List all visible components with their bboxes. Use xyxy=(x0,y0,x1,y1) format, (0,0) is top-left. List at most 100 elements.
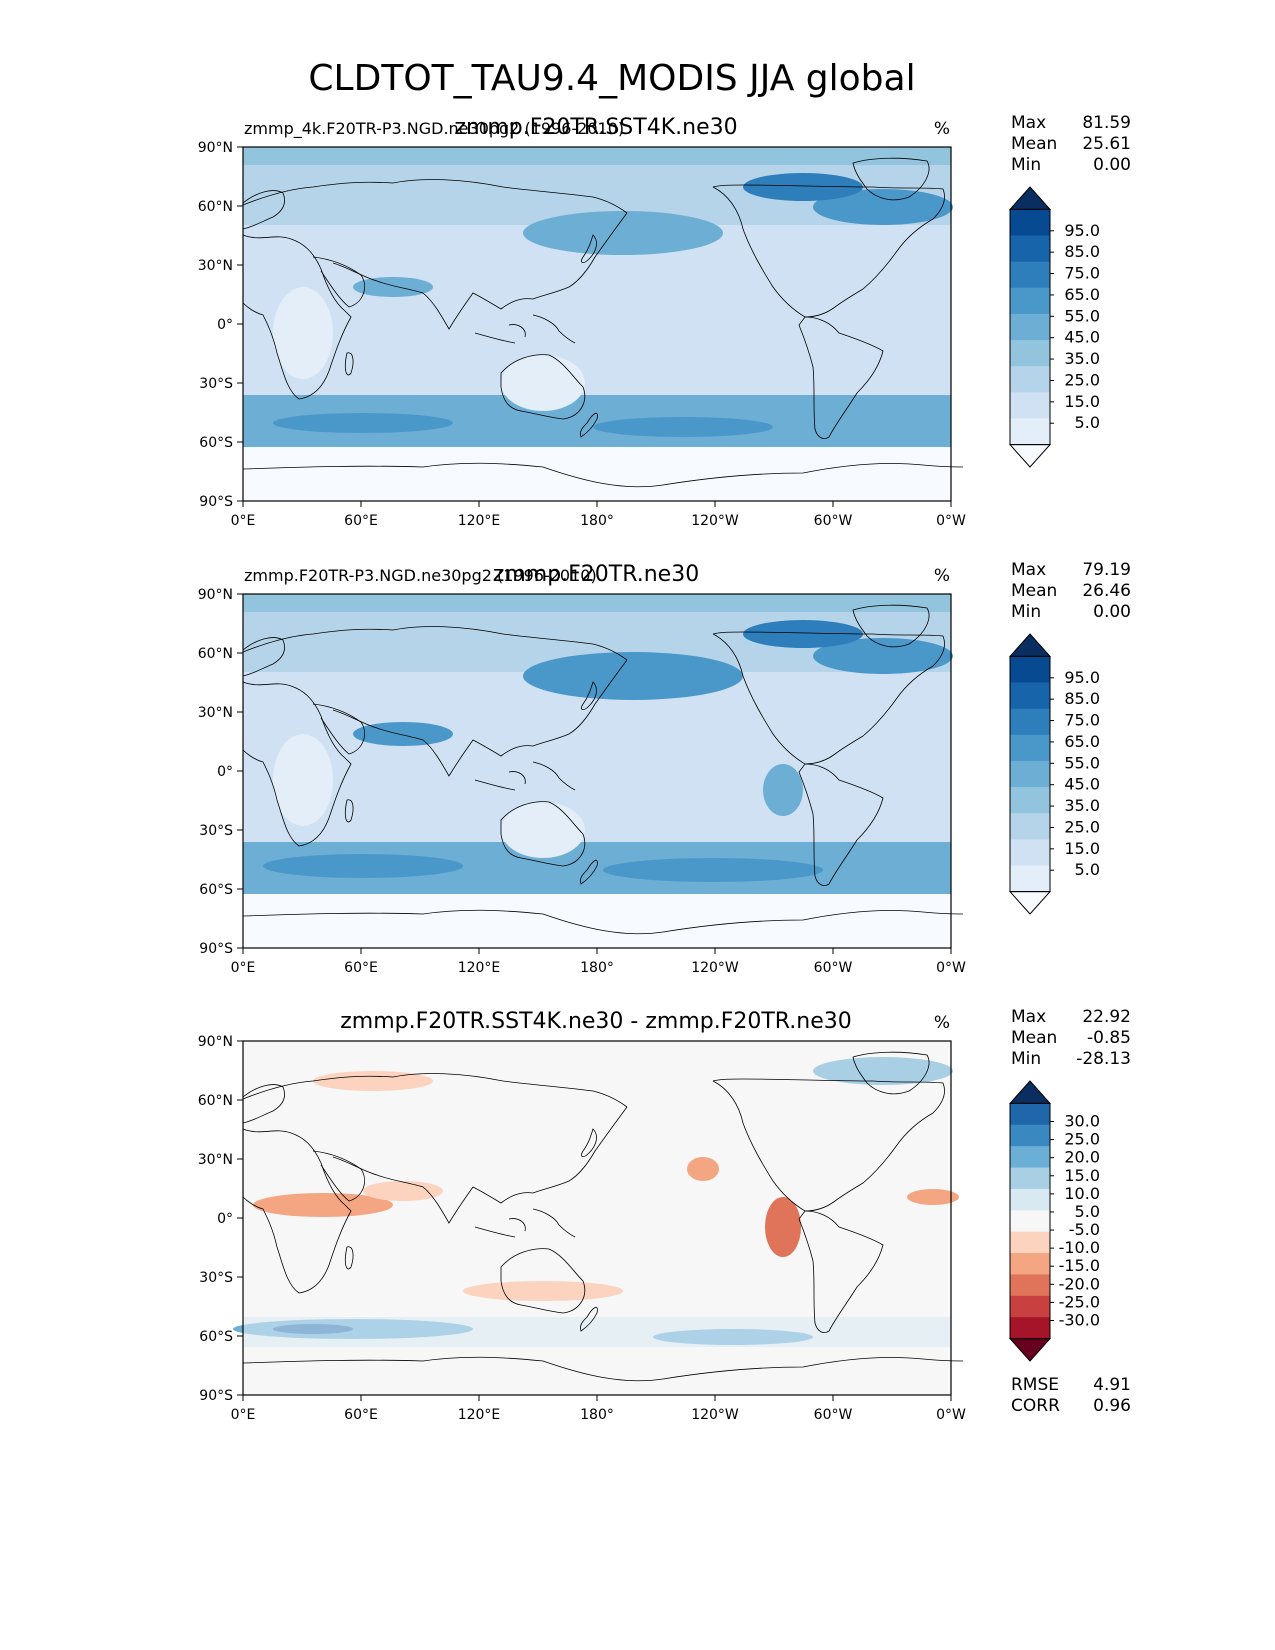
cloud-patch-south-pacific xyxy=(603,858,823,882)
colorbar-tick-label: 95.0 xyxy=(1064,668,1100,687)
colorbar-tick-label: 95.0 xyxy=(1064,221,1100,240)
lon-tick-label: 60°E xyxy=(344,513,378,529)
stat-label: Min xyxy=(1011,602,1041,622)
diff-patch-sahel xyxy=(253,1193,393,1217)
colorbar-tick-label: 45.0 xyxy=(1064,775,1100,794)
lon-tick-label: 0°W xyxy=(936,960,966,976)
colorbar-segment xyxy=(1010,261,1050,289)
cloud-band-tropics xyxy=(243,752,951,802)
lat-tick-label: 0° xyxy=(217,764,233,780)
land-patch-africa xyxy=(273,734,333,826)
colorbar-segment xyxy=(1010,1317,1050,1340)
cloud-patch-canadian-arctic xyxy=(743,173,863,201)
colorbar-tick-label: 55.0 xyxy=(1064,306,1100,325)
colorbar-segment xyxy=(1010,1295,1050,1318)
colorbar-tick-label: 25.0 xyxy=(1064,370,1100,389)
lat-tick-label: 90°N xyxy=(198,140,233,156)
colorbar-segment xyxy=(1010,1124,1050,1147)
lon-tick-label: 120°E xyxy=(458,960,501,976)
colorbar-segment xyxy=(1010,813,1050,840)
colorbar-segment xyxy=(1010,1210,1050,1233)
colorbar-segment xyxy=(1010,1231,1050,1254)
colorbar-tick-label: 30.0 xyxy=(1064,1111,1100,1130)
colorbar-tick-label: 15.0 xyxy=(1064,392,1100,411)
lat-tick-label: 90°N xyxy=(198,587,233,603)
lon-tick-label: 120°W xyxy=(691,1407,739,1423)
colorbar-segment xyxy=(1010,366,1050,393)
land-patch-africa xyxy=(273,287,333,379)
colorbar-extend-min xyxy=(1008,891,1052,915)
stat-label: Mean xyxy=(1011,581,1057,601)
stat-value: 4.91 xyxy=(1093,1375,1131,1395)
colorbar-extend-max xyxy=(1008,1080,1052,1104)
panel-3-colorbar: 30.025.020.015.010.05.0-5.0-10.0-15.0-20… xyxy=(1008,1080,1100,1362)
colorbar-segment xyxy=(1010,656,1050,684)
diff-patch-south-australia xyxy=(463,1281,623,1301)
cloud-band-subtropics-south xyxy=(243,355,951,395)
stat-value: 79.19 xyxy=(1082,560,1131,580)
lat-tick-label: 60°N xyxy=(198,646,233,662)
colorbar-tick-label: -5.0 xyxy=(1069,1220,1100,1239)
lon-tick-label: 120°E xyxy=(458,1407,501,1423)
panel-1: zmmp_4k.F20TR-P3.NGD.ne30pg2 (1996-2010)… xyxy=(198,113,1131,529)
diff-patch-greenland xyxy=(813,1057,953,1085)
panel-2-colorbar: 95.0 85.0 75.0 65.0 55.0 45.0 35.0 25.0 15.0 5.0 xyxy=(1008,633,1100,915)
colorbar-segment xyxy=(1010,287,1050,315)
lat-tick-label: 30°N xyxy=(198,705,233,721)
panel-3-lat-axis: 90°N 60°N 30°N 0° 30°S 60°S 90°S xyxy=(198,1034,243,1404)
lat-tick-label: 90°N xyxy=(198,1034,233,1050)
panel-1-colorbar: 95.0 85.0 75.0 65.0 55.0 45.0 35.0 25.0 15.0 5.0 xyxy=(1008,186,1100,468)
cloud-band-subtropics-south xyxy=(243,802,951,842)
panel-3-extra-stats: RMSE 4.91 CORR 0.96 xyxy=(1011,1375,1131,1416)
colorbar-segment xyxy=(1010,392,1050,419)
colorbar-tick-label: 15.0 xyxy=(1064,839,1100,858)
colorbar-segment xyxy=(1010,682,1050,710)
stat-label: Mean xyxy=(1011,1028,1057,1048)
stat-value: -28.13 xyxy=(1076,1049,1131,1069)
colorbar-tick-label: -10.0 xyxy=(1059,1238,1100,1257)
stat-label: CORR xyxy=(1011,1396,1060,1416)
panel-2: zmmp.F20TR-P3.NGD.ne30pg2 (1996-2010) zm… xyxy=(198,560,1131,976)
lat-tick-label: 60°S xyxy=(199,435,233,451)
lon-tick-label: 180° xyxy=(580,1407,614,1423)
stat-value: 0.96 xyxy=(1093,1396,1131,1416)
diff-patch-india xyxy=(363,1181,443,1201)
panel-2-left-title: zmmp.F20TR-P3.NGD.ne30pg2 (1996-2010) xyxy=(244,566,597,585)
colorbar-tick-label: 55.0 xyxy=(1064,753,1100,772)
colorbar-tick-label: 5.0 xyxy=(1075,1202,1100,1221)
colorbar-segment xyxy=(1010,1167,1050,1190)
cloud-patch-india xyxy=(353,277,433,297)
cloud-band-arctic xyxy=(243,147,951,165)
cloud-patch-south-indian xyxy=(263,854,463,878)
stat-value: -0.85 xyxy=(1087,1028,1131,1048)
colorbar-extend-max xyxy=(1008,186,1052,210)
cloud-patch-south-indian xyxy=(273,413,453,433)
panel-3-center-title: zmmp.F20TR.SST4K.ne30 - zmmp.F20TR.ne30 xyxy=(340,1009,852,1034)
colorbar-tick-label: 25.0 xyxy=(1064,1130,1100,1149)
lat-tick-label: 0° xyxy=(217,1211,233,1227)
lon-tick-label: 0°E xyxy=(231,513,256,529)
panel-3-lon-axis: 0°E 60°E 120°E 180° 120°W 60°W 0°W xyxy=(231,1395,966,1423)
stat-value: 22.92 xyxy=(1082,1007,1131,1027)
stat-label: RMSE xyxy=(1011,1375,1059,1395)
lat-tick-label: 60°N xyxy=(198,1093,233,1109)
colorbar-tick-label: 75.0 xyxy=(1064,264,1100,283)
colorbar-tick-label: 85.0 xyxy=(1064,689,1100,708)
diff-patch-siberia xyxy=(313,1071,433,1091)
lat-tick-label: 30°S xyxy=(199,823,233,839)
panel-1-center-title: zmmp.F20TR.SST4K.ne30 xyxy=(454,115,737,140)
colorbar-frame xyxy=(1009,208,1051,446)
panel-2-map xyxy=(242,593,964,949)
lat-tick-label: 90°S xyxy=(199,494,233,510)
colorbar-tick-label: 35.0 xyxy=(1064,796,1100,815)
panel-1-left-title: zmmp_4k.F20TR-P3.NGD.ne30pg2 (1996-2010) xyxy=(244,119,624,139)
colorbar-tick-label: 15.0 xyxy=(1064,1166,1100,1185)
colorbar-segment xyxy=(1010,209,1050,237)
lon-tick-label: 0°E xyxy=(231,1407,256,1423)
cloud-patch-north-pacific xyxy=(523,652,743,700)
colorbar-tick-label: 5.0 xyxy=(1075,860,1100,879)
cloud-patch-north-pacific xyxy=(523,211,723,255)
colorbar-extend-min xyxy=(1008,444,1052,468)
cloud-patch-north-atlantic xyxy=(813,189,953,225)
